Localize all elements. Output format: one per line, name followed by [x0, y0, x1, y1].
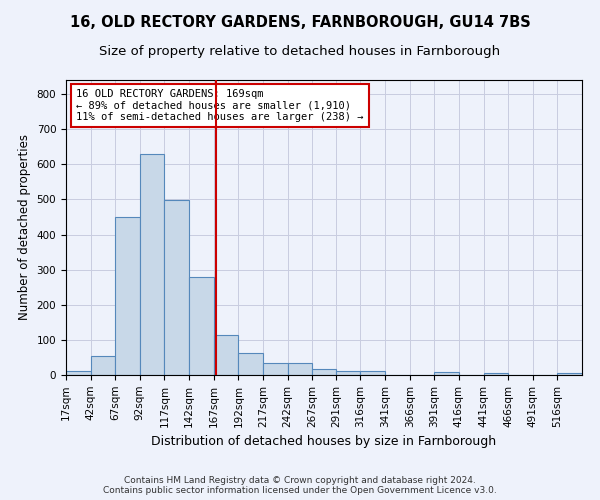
- Bar: [91, 356, 115, 375]
- Bar: [312, 368, 336, 375]
- Bar: [115, 217, 140, 375]
- Y-axis label: Number of detached properties: Number of detached properties: [18, 134, 31, 320]
- Bar: [140, 154, 164, 375]
- Bar: [361, 372, 385, 375]
- Bar: [66, 371, 91, 375]
- Bar: [484, 373, 508, 375]
- Bar: [263, 362, 287, 375]
- Text: Size of property relative to detached houses in Farnborough: Size of property relative to detached ho…: [100, 45, 500, 58]
- Text: Contains HM Land Registry data © Crown copyright and database right 2024.
Contai: Contains HM Land Registry data © Crown c…: [103, 476, 497, 495]
- Bar: [287, 362, 312, 375]
- Bar: [164, 200, 189, 375]
- Bar: [238, 353, 263, 375]
- X-axis label: Distribution of detached houses by size in Farnborough: Distribution of detached houses by size …: [151, 435, 497, 448]
- Bar: [557, 373, 582, 375]
- Bar: [434, 372, 459, 375]
- Text: 16 OLD RECTORY GARDENS: 169sqm
← 89% of detached houses are smaller (1,910)
11% : 16 OLD RECTORY GARDENS: 169sqm ← 89% of …: [76, 89, 364, 122]
- Text: 16, OLD RECTORY GARDENS, FARNBOROUGH, GU14 7BS: 16, OLD RECTORY GARDENS, FARNBOROUGH, GU…: [70, 15, 530, 30]
- Bar: [336, 372, 361, 375]
- Bar: [214, 334, 238, 375]
- Bar: [189, 276, 214, 375]
